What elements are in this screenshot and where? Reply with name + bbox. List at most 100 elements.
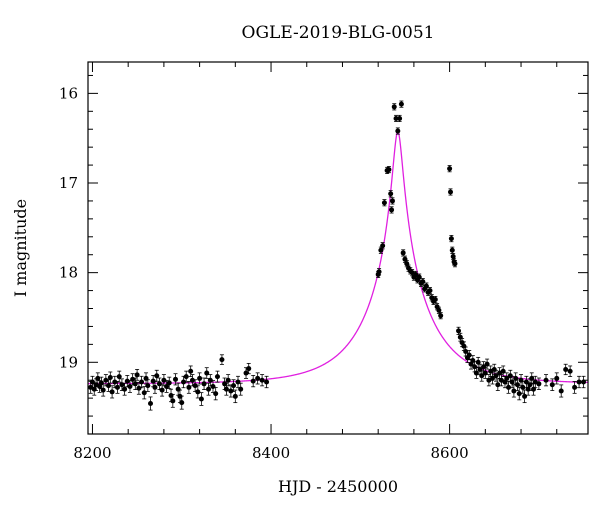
axis-ticks — [88, 62, 588, 435]
data-point — [186, 381, 192, 394]
data-point — [225, 374, 231, 387]
data-point — [179, 395, 185, 410]
data-point — [122, 382, 128, 396]
data-point — [513, 372, 519, 385]
data-point — [109, 385, 115, 399]
data-point — [259, 374, 265, 387]
data-point — [386, 166, 392, 174]
data-point — [438, 312, 444, 320]
data-point — [514, 378, 520, 391]
data-point — [572, 381, 578, 394]
data-point — [493, 369, 499, 382]
data-point — [395, 127, 401, 135]
x-tick-label: 8200 — [73, 444, 111, 462]
data-point — [164, 380, 170, 393]
data-point — [219, 354, 225, 365]
data-point — [231, 379, 237, 392]
model-curve — [88, 130, 588, 385]
data-point — [495, 378, 501, 391]
data-point — [400, 249, 406, 257]
data-point — [170, 393, 176, 408]
data-point — [183, 370, 189, 383]
y-tick-label: 18 — [59, 264, 78, 282]
x-tick-label: 8400 — [252, 444, 290, 462]
data-point — [554, 372, 560, 385]
data-point — [192, 379, 198, 392]
data-point — [173, 373, 178, 386]
data-point — [576, 375, 582, 389]
data-point — [381, 199, 387, 207]
model-curve-layer — [88, 130, 588, 385]
data-point — [389, 206, 395, 214]
data-point — [106, 379, 112, 392]
data-point — [549, 378, 555, 391]
data-point — [198, 392, 204, 406]
data-point — [581, 375, 587, 389]
data-point — [95, 372, 101, 385]
data-point — [447, 165, 453, 173]
data-point — [250, 375, 256, 388]
data-point — [100, 383, 106, 397]
data-point — [107, 371, 113, 384]
data-point — [388, 190, 394, 198]
data-point — [479, 369, 485, 382]
data-point — [154, 369, 160, 382]
y-tick-label: 17 — [59, 174, 78, 192]
data-point — [166, 376, 172, 390]
data-point — [529, 372, 535, 385]
data-point — [141, 386, 147, 400]
data-point — [391, 103, 397, 111]
data-point — [204, 367, 210, 379]
data-point — [398, 100, 404, 108]
data-point — [448, 188, 453, 196]
data-point — [134, 369, 140, 381]
data-point — [449, 246, 455, 254]
data-point — [116, 370, 122, 383]
data-point — [161, 374, 167, 387]
data-point — [432, 296, 438, 304]
data-point — [420, 278, 426, 286]
data-point — [558, 384, 564, 398]
data-point — [246, 362, 252, 375]
data-point — [206, 382, 212, 396]
data-point — [477, 363, 483, 376]
data-point — [466, 350, 472, 361]
data-point — [376, 268, 382, 276]
data-point — [148, 396, 153, 411]
data-point — [506, 381, 512, 394]
data-point — [393, 114, 399, 123]
plot-frame — [87, 61, 589, 435]
data-point — [543, 374, 549, 387]
data-point — [397, 114, 403, 123]
data-point — [504, 372, 510, 385]
data-point — [380, 242, 386, 250]
data-point — [238, 382, 244, 396]
data-point — [181, 375, 187, 389]
data-point — [195, 385, 201, 399]
data-point — [452, 260, 458, 268]
data-point — [563, 363, 569, 376]
data-points-layer — [88, 100, 587, 411]
data-point — [223, 382, 229, 396]
data-point — [114, 381, 120, 394]
data-point — [235, 375, 241, 389]
data-point — [139, 375, 145, 389]
data-point — [124, 375, 130, 388]
y-tick-label: 16 — [59, 84, 78, 102]
data-point — [264, 375, 270, 389]
data-point — [255, 372, 261, 385]
data-point — [509, 375, 515, 389]
data-point — [103, 374, 109, 387]
data-point — [228, 384, 234, 398]
tick-labels: 8200 8400 8600 16 17 18 19 — [59, 84, 469, 462]
data-point — [484, 358, 490, 370]
data-point — [427, 287, 433, 295]
data-point — [213, 387, 219, 401]
data-point — [112, 375, 118, 389]
data-point — [156, 377, 162, 390]
chart-title: OGLE-2019-BLG-0051 — [242, 23, 435, 43]
data-point — [197, 372, 203, 385]
y-axis-label: I magnitude — [11, 199, 30, 297]
x-tick-label: 8600 — [431, 444, 469, 462]
